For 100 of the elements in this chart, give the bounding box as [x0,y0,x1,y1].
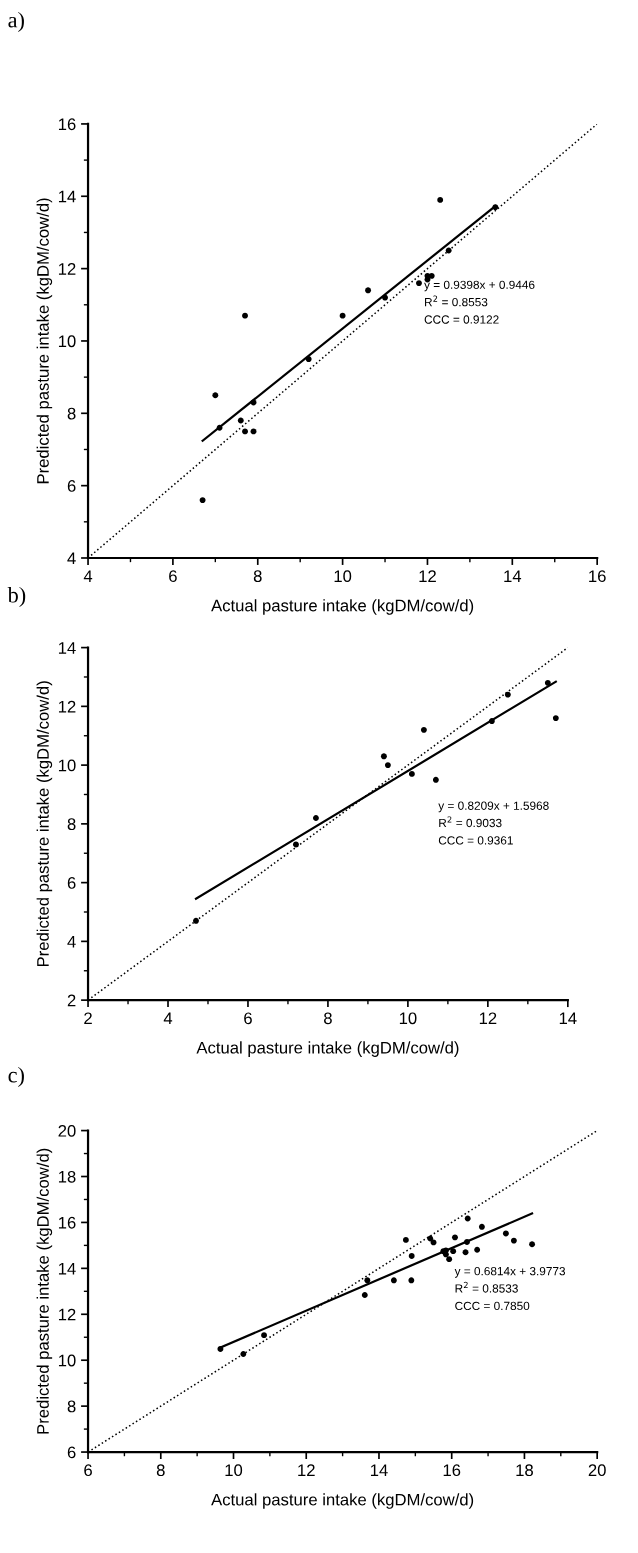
x-tick-label: 12 [419,570,436,582]
point [488,718,495,724]
annotation: CCC = 0.7850 [455,1301,530,1311]
x-tick-label: 8 [324,1012,332,1025]
point [430,1239,437,1246]
point [250,399,257,406]
y-tick-label: 6 [67,480,76,492]
point [217,1346,224,1352]
x-tick-label: 2 [84,1012,92,1025]
y-tick-label: 4 [67,552,76,565]
y-tick-label: 10 [58,335,76,348]
y-tick-label: 4 [67,935,76,948]
annotation: R$^{2}$ = 0.9033 [439,816,502,828]
y-tick-label: 14 [58,1262,76,1275]
y-tick-label: 10 [58,759,76,772]
x-tick-label: 4 [83,570,93,582]
point [450,1248,457,1255]
y-axis-title: Predicted pasture intake (kgDM/cow/d) [36,1148,53,1434]
x-tick-label: 4 [163,1012,173,1025]
point [408,1277,415,1284]
annotation: y = 0.6814x + 3.9773 [454,1267,566,1278]
point [502,1230,509,1237]
point [408,1253,415,1259]
x-tick-label: 6 [84,1464,92,1477]
point [529,1241,536,1248]
x-tick-label: 10 [225,1464,243,1477]
point [446,1256,453,1263]
point [544,679,551,686]
chart-title: a) [8,11,24,33]
x-tick-label: 10 [399,1012,417,1025]
y-tick-label: 2 [67,994,76,1007]
point [212,392,219,399]
x-tick-label: 14 [504,570,522,582]
point [384,762,391,769]
point [408,770,415,777]
y-tick-label: 12 [58,700,76,713]
annotation: CCC = 0.9122 [424,315,499,324]
point [420,726,427,733]
y-tick-label: 6 [67,1446,76,1459]
point [312,815,319,821]
x-tick-label: 12 [479,1012,497,1025]
x-tick-label: 12 [298,1464,315,1476]
point [216,424,223,431]
x-tick-label: 6 [169,570,177,583]
point [240,1351,247,1357]
y-tick-label: 6 [67,877,76,889]
x-axis-title: Actual pasture intake (kgDM/cow/d) [196,1041,459,1057]
x-tick-label: 14 [559,1012,577,1025]
y-tick-label: 14 [58,190,76,203]
point [305,356,312,362]
point [250,428,257,435]
point [510,1237,517,1244]
point [552,715,559,722]
x-tick-label: 14 [370,1464,388,1476]
y-tick-label: 16 [58,118,76,131]
point [474,1246,481,1253]
point [504,691,511,698]
chart-title: c) [8,1066,24,1088]
y-tick-label: 18 [58,1170,76,1183]
y-axis-title: Predicted pasture intake (kgDM/cow/d) [36,681,53,967]
point [437,196,444,203]
point [382,294,388,301]
point [478,1223,485,1230]
x-tick-label: 20 [588,1464,606,1477]
point [427,1235,434,1242]
x-tick-label: 16 [443,1464,461,1477]
point [237,417,244,424]
chart-title: b) [7,586,26,608]
x-axis-title: Actual pasture intake (kgDM/cow/d) [211,1493,474,1509]
point [416,280,422,287]
point [402,1236,409,1243]
point [261,1332,267,1339]
y-tick-label: 12 [58,1308,76,1321]
annotation: y = 0.8209x + 1.5968 [438,801,549,813]
x-tick-label: 8 [156,1464,165,1477]
point [390,1277,397,1284]
point [492,204,499,211]
annotation: CCC = 0.9361 [438,836,513,845]
y-tick-label: 12 [58,263,76,275]
point [293,841,299,848]
point [365,287,372,294]
annotation: y = 0.9398x + 0.9446 [424,280,535,292]
point [199,497,206,504]
point [432,776,439,783]
point [242,428,248,435]
y-tick-label: 8 [67,818,76,831]
point [452,1234,458,1241]
y-tick-label: 16 [58,1216,76,1229]
x-tick-label: 8 [253,570,262,583]
point [464,1239,470,1245]
point [339,312,346,319]
point [428,272,435,279]
x-tick-label: 10 [334,570,352,583]
x-tick-label: 6 [244,1012,252,1025]
point [361,1292,368,1298]
y-tick-label: 20 [58,1124,76,1137]
x-tick-label: 18 [516,1464,533,1477]
annotation: R$^{2}$ = 0.8553 [425,295,488,307]
x-tick-label: 16 [589,570,606,583]
y-tick-label: 14 [58,642,76,654]
